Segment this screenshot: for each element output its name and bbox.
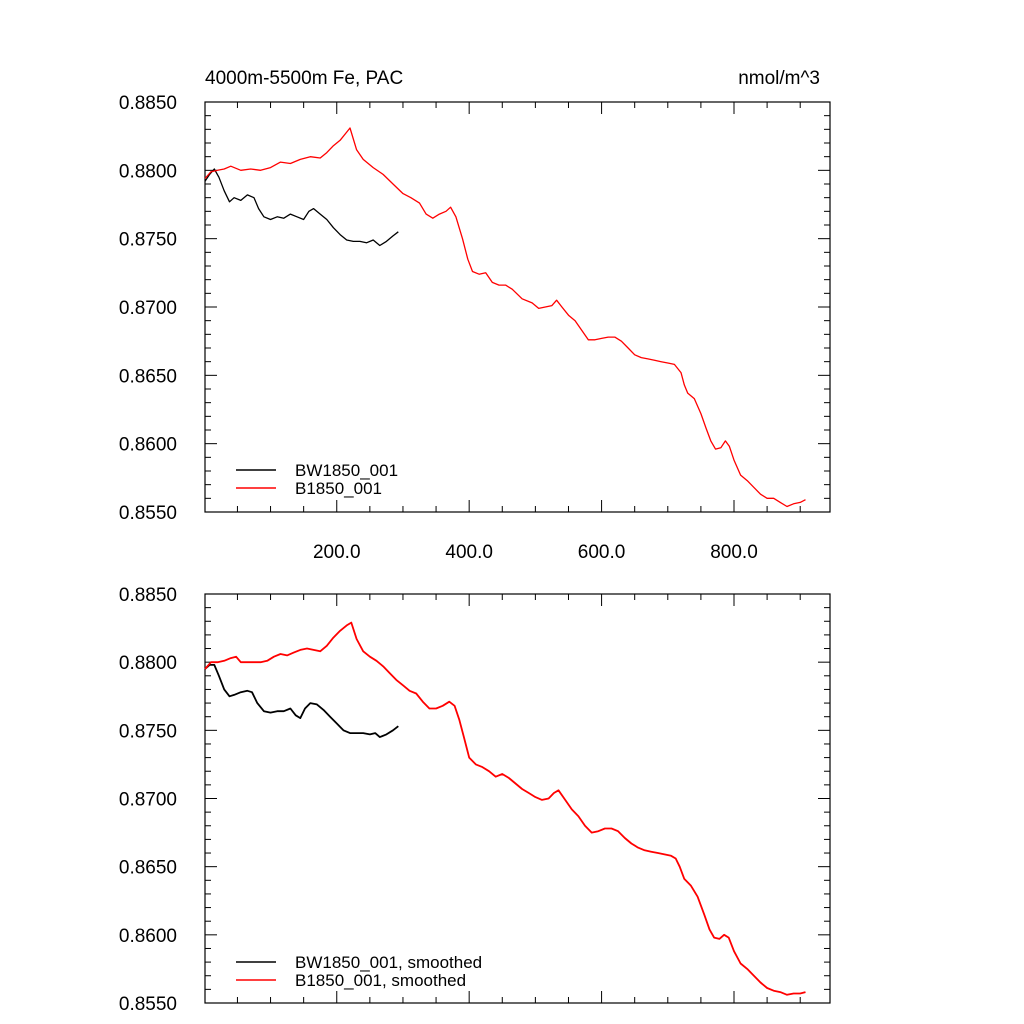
top-y-tick-label: 0.8800: [119, 161, 177, 182]
top-x-tick-label: 400.0: [445, 542, 493, 563]
bottom-series-line-1: [204, 664, 399, 738]
bottom-y-tick-label: 0.8650: [119, 858, 177, 879]
top-x-tick-label: 800.0: [710, 542, 758, 563]
top-y-tick-label: 0.8600: [119, 435, 177, 456]
top-y-tick-label: 0.8650: [119, 366, 177, 387]
top-y-tick-label: 0.8750: [119, 230, 177, 251]
bottom-legend-label-1: BW1850_001, smoothed: [295, 953, 482, 972]
top-y-tick-label: 0.8850: [119, 93, 177, 114]
bottom-y-tick-label: 0.8850: [119, 585, 177, 606]
bottom-plot-frame: [204, 593, 831, 1004]
chart-panel-bottom: 0.8550 0.8600 0.8650 0.8700 0.8750 0.8800 0.88…: [119, 585, 831, 1015]
bottom-series-line-2: [204, 621, 806, 996]
chart-title: 4000m-5500m Fe, PAC: [205, 68, 403, 89]
units-label: nmol/m^3: [738, 68, 820, 89]
chart-panel-top: 0.8550 0.8600 0.8650 0.8700 0.8750 0.8800 0.88…: [119, 93, 831, 563]
top-legend-label-1: BW1850_001: [295, 461, 398, 480]
top-series-line-2: [204, 127, 806, 508]
bottom-y-tick-label: 0.8600: [119, 926, 177, 947]
top-legend-label-2: B1850_001: [295, 479, 382, 498]
top-plot-frame: [204, 101, 831, 513]
top-y-tick-label: 0.8700: [119, 298, 177, 319]
top-x-tick-label: 600.0: [578, 542, 626, 563]
bottom-y-tick-label: 0.8700: [119, 790, 177, 811]
bottom-y-tick-label: 0.8550: [119, 994, 177, 1015]
bottom-y-tick-label: 0.8800: [119, 653, 177, 674]
top-series-line-1: [204, 168, 399, 247]
top-y-tick-label: 0.8550: [119, 503, 177, 524]
bottom-y-tick-label: 0.8750: [119, 721, 177, 742]
bottom-legend-label-2: B1850_001, smoothed: [295, 971, 466, 990]
top-x-tick-label: 200.0: [313, 542, 361, 563]
